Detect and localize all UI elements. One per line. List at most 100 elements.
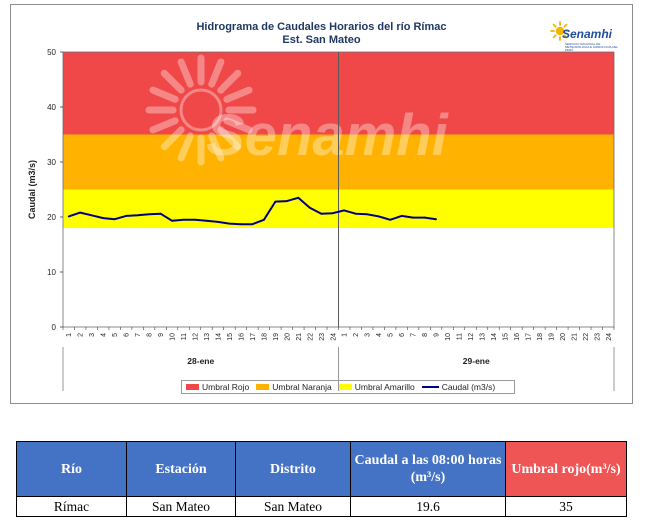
x-tick-label: 21 <box>296 333 303 341</box>
data-point <box>113 218 116 221</box>
x-tick-label: 1 <box>66 333 73 337</box>
x-tick-label: 6 <box>124 333 131 337</box>
x-tick-label: 20 <box>560 333 567 341</box>
x-tick-label: 6 <box>399 333 406 337</box>
data-point <box>331 212 334 215</box>
watermark-text: Senamhi <box>206 103 450 168</box>
data-point <box>79 211 82 214</box>
day-label: 28-ene <box>187 356 214 366</box>
x-tick-label: 15 <box>502 333 509 341</box>
data-point <box>228 222 231 225</box>
watermark-sun-ray <box>177 132 194 162</box>
watermark-sun-ray <box>223 117 253 134</box>
x-tick-label: 9 <box>158 333 165 337</box>
data-point <box>435 218 437 221</box>
day-label: 29-ene <box>463 356 490 366</box>
x-tick-label: 14 <box>215 333 222 341</box>
x-tick-label: 4 <box>101 333 108 337</box>
cell-umbral-rojo: 35 <box>505 496 627 517</box>
data-point <box>262 218 265 221</box>
data-point <box>125 215 128 217</box>
legend-item-caudal: Caudal (m3/s) <box>421 382 496 392</box>
y-tick-label: 40 <box>47 103 56 112</box>
x-tick-label: 8 <box>422 333 429 337</box>
data-point <box>90 214 93 217</box>
legend-item-yellow: Umbral Amarillo <box>338 382 415 392</box>
chart-subtitle: Est. San Mateo <box>282 34 361 46</box>
station-table: Río Estación Distrito Caudal a las 08:00… <box>16 441 627 517</box>
data-point <box>354 212 357 215</box>
watermark-sun-ray <box>217 126 242 151</box>
watermark-sun-ray <box>208 58 225 88</box>
data-point <box>182 218 185 221</box>
header-rio: Río <box>16 441 127 497</box>
legend-label-yellow: Umbral Amarillo <box>354 382 415 392</box>
watermark-sun-ray <box>208 132 225 162</box>
x-tick-label: 3 <box>89 333 96 337</box>
data-point <box>217 221 219 223</box>
watermark-sun-icon <box>179 88 223 132</box>
x-tick-label: 16 <box>238 333 245 341</box>
x-tick-label: 19 <box>273 333 280 341</box>
data-point <box>412 216 415 219</box>
chart-frame: Hidrograma de Caudales Horarios del río … <box>10 4 633 404</box>
x-tick-label: 2 <box>78 333 85 337</box>
y-tick-label: 20 <box>47 213 56 222</box>
legend-swatch-caudal <box>421 386 439 388</box>
data-point <box>240 223 242 226</box>
x-tick-label: 18 <box>537 333 544 341</box>
y-tick-label: 50 <box>47 48 56 57</box>
data-point <box>136 214 139 217</box>
watermark-sun-ray <box>160 69 185 94</box>
sun-logo-icon <box>550 21 570 41</box>
x-tick-label: 21 <box>571 333 578 341</box>
legend-label-caudal: Caudal (m3/s) <box>441 382 496 392</box>
watermark-sun-ray <box>160 126 185 151</box>
data-point <box>205 219 208 222</box>
x-tick-label: 1 <box>342 333 349 337</box>
x-tick-label: 4 <box>376 333 383 337</box>
cell-estacion: San Mateo <box>126 496 236 517</box>
x-tick-label: 22 <box>583 333 590 341</box>
x-tick-label: 20 <box>284 333 291 341</box>
y-tick-label: 30 <box>47 158 56 167</box>
data-point <box>320 212 323 215</box>
cell-caudal: 19.6 <box>350 496 506 517</box>
x-tick-label: 24 <box>606 333 613 341</box>
x-tick-label: 16 <box>514 333 521 341</box>
data-point <box>285 200 288 202</box>
x-tick-label: 9 <box>434 333 441 337</box>
watermark-sun-ray <box>217 69 242 94</box>
x-tick-label: 10 <box>445 333 452 341</box>
x-tick-label: 10 <box>170 333 177 341</box>
legend-item-red: Umbral Rojo <box>186 382 249 392</box>
data-point <box>423 216 426 219</box>
data-point <box>389 218 392 221</box>
x-tick-label: 14 <box>491 333 498 341</box>
data-point <box>400 215 403 217</box>
x-tick-label: 17 <box>250 333 257 341</box>
x-tick-label: 7 <box>411 333 418 337</box>
x-tick-label: 2 <box>353 333 360 337</box>
watermark-sun-ray <box>149 117 179 134</box>
data-point <box>171 219 173 222</box>
chart-title: Hidrograma de Caudales Horarios del río … <box>196 21 447 33</box>
x-tick-label: 13 <box>204 333 211 341</box>
x-tick-label: 19 <box>548 333 555 341</box>
data-point <box>366 213 369 216</box>
data-point <box>274 200 277 203</box>
x-tick-label: 11 <box>181 333 188 340</box>
data-point <box>297 196 300 199</box>
x-tick-label: 18 <box>261 333 268 341</box>
legend-label-orange: Umbral Naranja <box>272 382 332 392</box>
header-estacion: Estación <box>126 441 236 497</box>
watermark-sun-ray <box>223 86 253 103</box>
x-tick-label: 22 <box>307 333 314 341</box>
data-point <box>251 223 254 226</box>
logo-name: Senamhi <box>562 27 613 41</box>
x-tick-label: 5 <box>112 333 119 337</box>
y-tick-label: 0 <box>52 323 57 332</box>
watermark-sun-ray <box>177 58 194 88</box>
data-point <box>194 218 196 221</box>
